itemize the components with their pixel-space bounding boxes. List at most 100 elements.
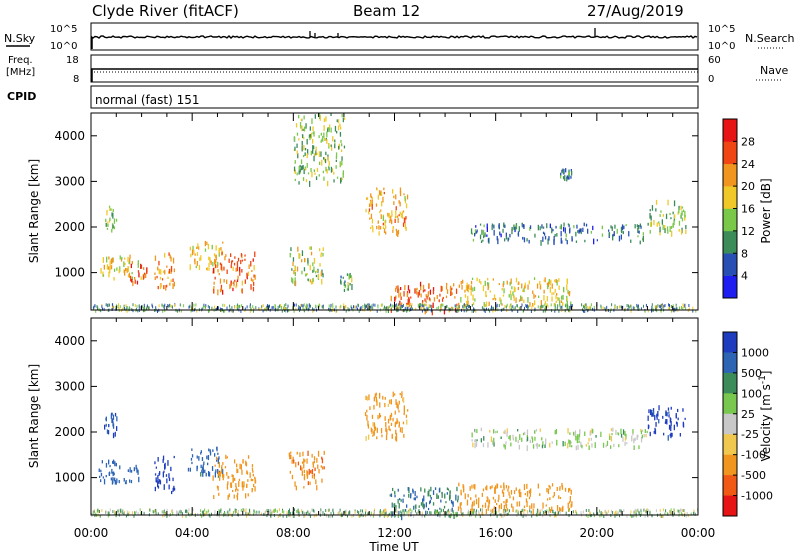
near-range-echo [224, 309, 226, 313]
echo-cell [198, 246, 200, 250]
near-range-echo [293, 512, 295, 516]
echo-cell [486, 485, 488, 491]
echo-cell [111, 468, 113, 474]
near-range-echo [527, 305, 529, 309]
echo-cell [338, 143, 340, 150]
near-range-echo [468, 304, 470, 308]
nsearch-label: N.Search [745, 32, 795, 45]
velocity-panel [91, 391, 699, 521]
echo-cell [216, 446, 218, 452]
near-range-echo [249, 304, 251, 308]
near-range-echo [503, 307, 505, 311]
near-range-echo [404, 306, 406, 310]
echo-cell [301, 470, 303, 476]
near-range-echo [162, 511, 164, 515]
near-range-echo [508, 512, 509, 516]
echo-cell [164, 462, 166, 469]
echo-cell [438, 488, 441, 493]
echo-cell [154, 255, 157, 261]
echo-cell [404, 196, 406, 201]
echo-cell [569, 227, 571, 233]
echo-cell [548, 279, 550, 285]
echo-cell [249, 472, 251, 478]
near-range-echo [367, 304, 369, 308]
echo-cell [505, 499, 507, 503]
echo-cell [620, 428, 622, 434]
echo-cell [300, 166, 302, 171]
near-range-echo [295, 303, 297, 307]
echo-cell [163, 470, 165, 473]
near-range-echo [166, 508, 168, 512]
echo-cell [230, 283, 232, 288]
near-range-echo [678, 509, 680, 513]
echo-cell [418, 505, 420, 508]
colorbar-swatch [723, 434, 737, 455]
near-range-echo [556, 306, 558, 310]
echo-cell [300, 465, 302, 471]
echo-cell [502, 283, 504, 288]
echo-cell [134, 279, 136, 284]
echo-cell [485, 301, 488, 307]
echo-cell [659, 226, 661, 233]
echo-cell [671, 230, 673, 237]
echo-cell [567, 289, 569, 294]
near-range-echo [538, 512, 540, 516]
near-range-echo [622, 305, 624, 309]
near-range-echo [284, 307, 286, 311]
near-range-echo [204, 305, 206, 309]
echo-cell [612, 427, 614, 432]
echo-cell [475, 494, 477, 498]
echo-cell [365, 395, 367, 400]
echo-cell [675, 421, 678, 425]
near-range-echo [421, 309, 423, 313]
echo-cell [298, 138, 300, 141]
echo-cell [231, 474, 233, 478]
echo-cell [294, 266, 296, 272]
echo-cell [482, 504, 484, 508]
echo-cell [303, 267, 306, 272]
near-range-echo [155, 306, 157, 310]
echo-cell [133, 467, 135, 472]
echo-cell [669, 212, 671, 216]
echo-cell [222, 241, 224, 244]
near-range-echo [286, 511, 288, 515]
echo-cell [378, 190, 381, 196]
echo-cell [559, 486, 561, 489]
echo-cell [384, 397, 386, 400]
echo-cell [158, 260, 160, 266]
near-range-echo [660, 305, 662, 309]
near-range-echo [398, 514, 399, 518]
echo-cell [253, 483, 255, 488]
echo-cell [456, 486, 458, 492]
near-range-echo [121, 511, 123, 514]
echo-cell [440, 499, 442, 503]
near-range-echo [102, 307, 103, 311]
echo-cell [329, 124, 331, 128]
echo-cell [140, 263, 142, 269]
echo-cell [304, 459, 306, 463]
near-range-echo [148, 306, 150, 310]
near-range-echo [690, 512, 692, 516]
echo-cell [379, 226, 382, 230]
echo-cell [442, 296, 444, 299]
near-range-echo [114, 512, 116, 516]
echo-cell [221, 468, 223, 474]
near-range-echo [674, 307, 676, 311]
near-range-echo [612, 511, 614, 514]
echo-cell [119, 255, 121, 260]
echo-cell [317, 273, 319, 279]
echo-cell [487, 284, 489, 291]
echo-cell [529, 226, 531, 231]
echo-cell [562, 441, 564, 447]
echo-cell [665, 419, 667, 424]
echo-cell [385, 435, 388, 441]
echo-cell [384, 220, 386, 226]
echo-cell [172, 257, 175, 264]
echo-cell [368, 434, 370, 440]
echo-cell [483, 234, 485, 239]
echo-cell [118, 480, 120, 484]
echo-cell [130, 480, 133, 484]
echo-cell [428, 489, 430, 492]
echo-cell [614, 224, 616, 229]
nave-tick-bottom: 0 [708, 74, 714, 85]
